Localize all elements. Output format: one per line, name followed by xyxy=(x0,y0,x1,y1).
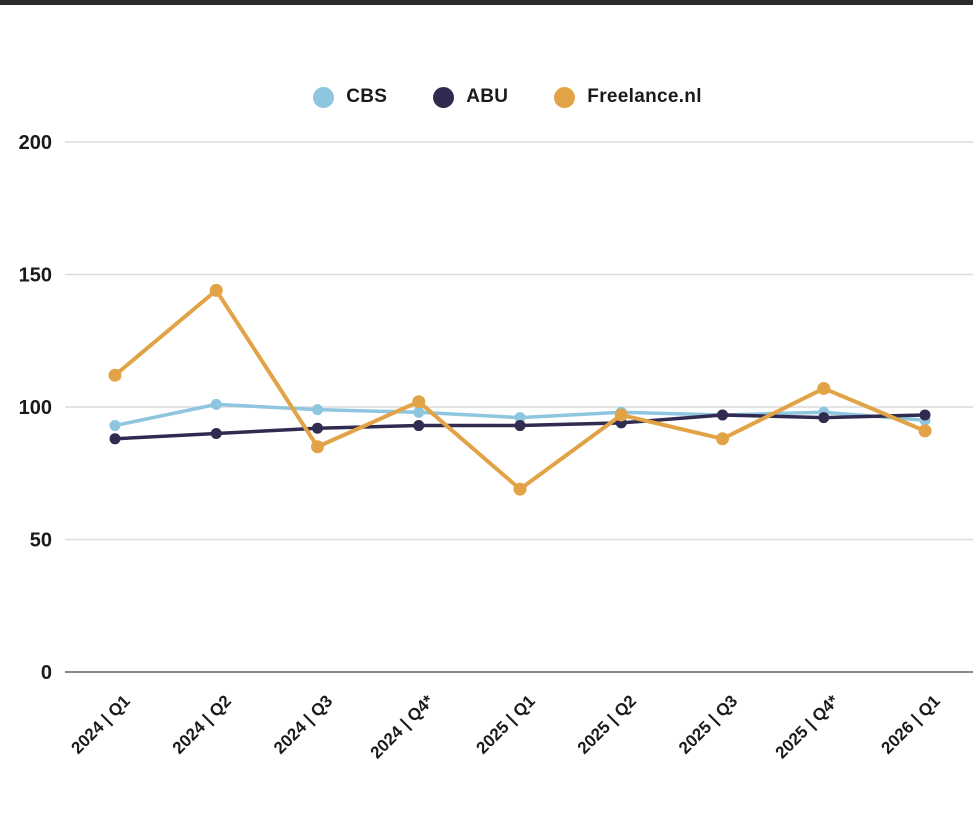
data-point-abu-6 xyxy=(717,409,728,421)
data-point-freelance-nl-4 xyxy=(513,482,527,496)
data-point-cbs-2 xyxy=(312,404,323,416)
data-point-freelance-nl-3 xyxy=(412,395,426,409)
x-tick-label-7: 2025 | Q4* xyxy=(772,691,843,762)
data-point-abu-0 xyxy=(109,433,121,445)
y-tick-label-0: 0 xyxy=(41,662,52,684)
x-tick-label-6: 2025 | Q3 xyxy=(675,691,741,757)
data-point-freelance-nl-5 xyxy=(614,408,628,422)
data-point-abu-7 xyxy=(818,412,830,424)
x-tick-label-8: 2026 | Q1 xyxy=(878,691,944,757)
legend-item-cbs[interactable]: CBS xyxy=(313,86,387,108)
legend-label: Freelance.nl xyxy=(587,86,702,107)
data-point-freelance-nl-8 xyxy=(918,424,932,438)
legend-dot-icon xyxy=(313,86,335,108)
y-tick-label-100: 100 xyxy=(19,397,52,419)
data-point-freelance-nl-6 xyxy=(716,432,729,446)
data-point-freelance-nl-7 xyxy=(817,381,831,395)
data-point-abu-1 xyxy=(210,428,222,439)
x-tick-label-3: 2024 | Q4* xyxy=(367,691,438,762)
data-point-cbs-1 xyxy=(210,398,222,410)
legend-item-abu[interactable]: ABU xyxy=(433,86,508,108)
legend-label: CBS xyxy=(346,86,388,107)
x-tick-label-5: 2025 | Q2 xyxy=(574,691,640,757)
legend-label: ABU xyxy=(466,86,509,107)
y-tick-label-150: 150 xyxy=(19,265,52,287)
y-tick-label-200: 200 xyxy=(19,132,52,154)
legend-dot-icon xyxy=(554,86,576,108)
data-point-freelance-nl-1 xyxy=(209,283,223,297)
data-point-abu-4 xyxy=(514,420,526,432)
data-point-freelance-nl-2 xyxy=(311,440,324,454)
legend-item-freelance-nl[interactable]: Freelance.nl xyxy=(554,86,701,108)
legend-dot-icon xyxy=(433,86,455,108)
y-tick-label-50: 50 xyxy=(30,530,52,552)
x-tick-label-1: 2024 | Q2 xyxy=(169,691,235,757)
data-point-abu-2 xyxy=(312,422,323,434)
data-point-freelance-nl-0 xyxy=(108,368,122,382)
data-point-cbs-0 xyxy=(109,420,121,432)
data-point-abu-8 xyxy=(919,409,931,421)
chart-legend: CBS ABU Freelance.nl xyxy=(0,86,973,108)
series-line-freelance-nl xyxy=(113,288,927,492)
data-point-cbs-3 xyxy=(413,406,425,418)
x-tick-label-0: 2024 | Q1 xyxy=(68,691,134,757)
x-tick-label-4: 2025 | Q1 xyxy=(473,691,539,757)
data-point-abu-3 xyxy=(413,420,425,432)
x-tick-label-2: 2024 | Q3 xyxy=(270,691,336,757)
top-accent-bar xyxy=(0,0,973,5)
data-point-cbs-4 xyxy=(514,412,526,424)
